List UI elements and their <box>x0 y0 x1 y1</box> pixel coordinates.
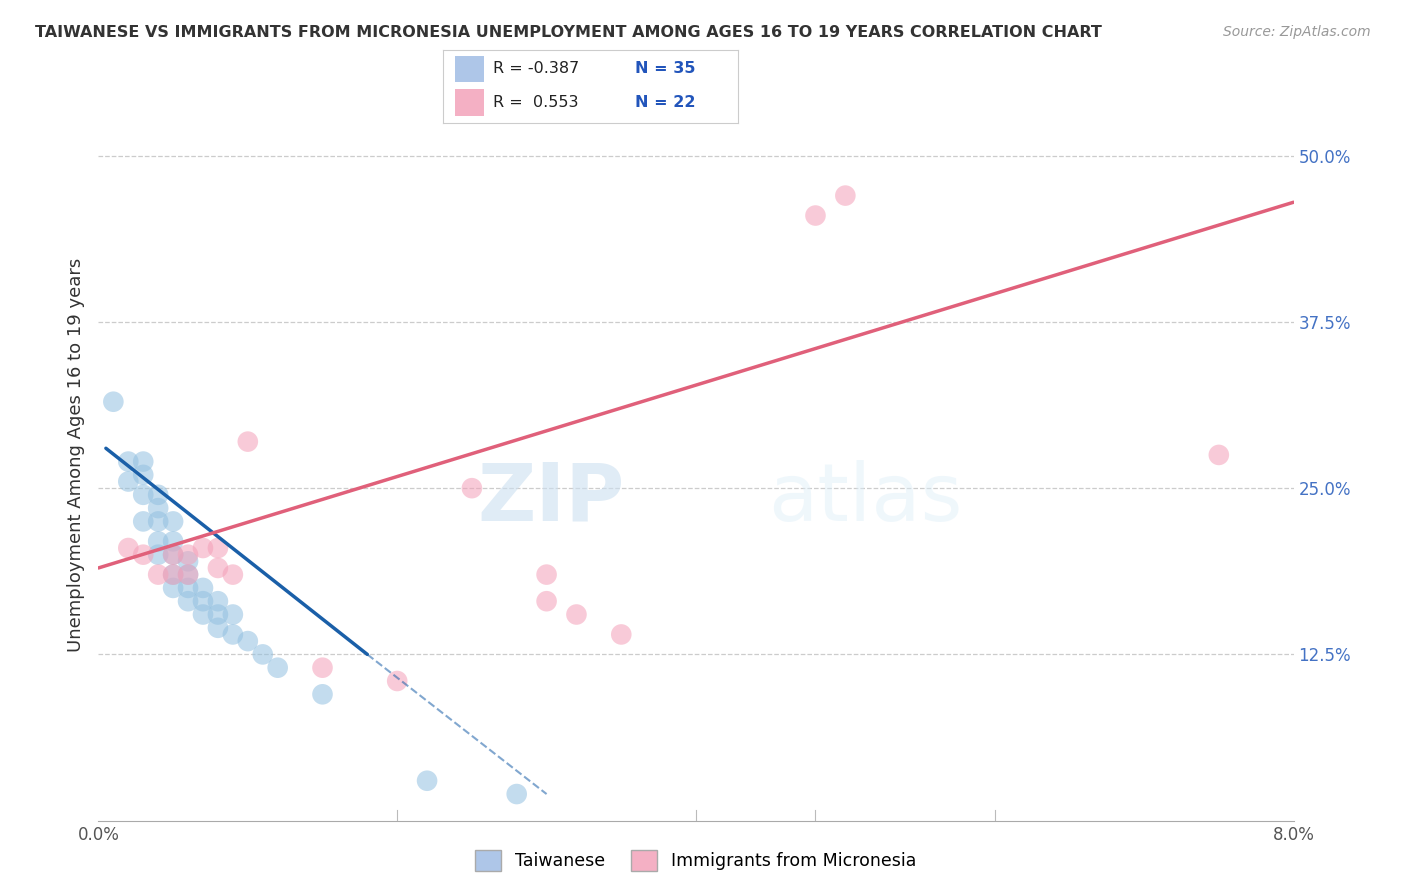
Point <box>536 594 558 608</box>
Text: N = 22: N = 22 <box>636 95 696 110</box>
Point <box>162 581 184 595</box>
Text: atlas: atlas <box>768 459 962 538</box>
Point <box>565 607 588 622</box>
Point <box>148 548 170 562</box>
Point <box>461 481 484 495</box>
Point <box>416 773 439 788</box>
Point <box>177 581 200 595</box>
Text: ZIP: ZIP <box>477 459 624 538</box>
Point <box>132 488 155 502</box>
Point <box>252 648 274 662</box>
Point <box>162 548 184 562</box>
Point <box>311 687 333 701</box>
Point <box>222 607 245 622</box>
Point <box>162 567 184 582</box>
Point <box>117 475 139 489</box>
Point <box>162 534 184 549</box>
Point <box>177 594 200 608</box>
Point <box>162 548 184 562</box>
Point <box>103 394 125 409</box>
Bar <box>454 89 484 116</box>
Bar <box>454 56 484 82</box>
Point <box>132 467 155 482</box>
Point <box>536 567 558 582</box>
Point <box>148 515 170 529</box>
Point <box>191 541 214 555</box>
Point <box>506 787 529 801</box>
Point <box>236 434 259 449</box>
Point <box>610 627 633 641</box>
Point <box>132 515 155 529</box>
Point <box>222 567 245 582</box>
Point <box>132 548 155 562</box>
Point <box>132 454 155 468</box>
Point <box>207 621 229 635</box>
Point <box>148 501 170 516</box>
Point <box>117 454 139 468</box>
Point <box>311 661 333 675</box>
Point <box>177 554 200 568</box>
Point <box>191 607 214 622</box>
Text: Source: ZipAtlas.com: Source: ZipAtlas.com <box>1223 25 1371 39</box>
Text: R =  0.553: R = 0.553 <box>494 95 579 110</box>
Point <box>236 634 259 648</box>
Point <box>804 209 827 223</box>
Point <box>207 607 229 622</box>
Point <box>162 567 184 582</box>
Y-axis label: Unemployment Among Ages 16 to 19 years: Unemployment Among Ages 16 to 19 years <box>66 258 84 652</box>
Point <box>177 548 200 562</box>
Point <box>148 567 170 582</box>
Point <box>117 541 139 555</box>
Point <box>207 594 229 608</box>
Point <box>1208 448 1230 462</box>
Point <box>385 673 409 688</box>
Point <box>207 541 229 555</box>
Point <box>191 581 214 595</box>
Point <box>191 594 214 608</box>
Legend: Taiwanese, Immigrants from Micronesia: Taiwanese, Immigrants from Micronesia <box>468 843 924 878</box>
Text: R = -0.387: R = -0.387 <box>494 62 579 77</box>
Point <box>207 561 229 575</box>
Point <box>148 488 170 502</box>
Point <box>177 567 200 582</box>
Text: TAIWANESE VS IMMIGRANTS FROM MICRONESIA UNEMPLOYMENT AMONG AGES 16 TO 19 YEARS C: TAIWANESE VS IMMIGRANTS FROM MICRONESIA … <box>35 25 1102 40</box>
Point <box>162 515 184 529</box>
Point <box>834 188 856 202</box>
Text: N = 35: N = 35 <box>636 62 696 77</box>
Point <box>267 661 290 675</box>
Point <box>222 627 245 641</box>
Point <box>148 534 170 549</box>
Point <box>177 567 200 582</box>
